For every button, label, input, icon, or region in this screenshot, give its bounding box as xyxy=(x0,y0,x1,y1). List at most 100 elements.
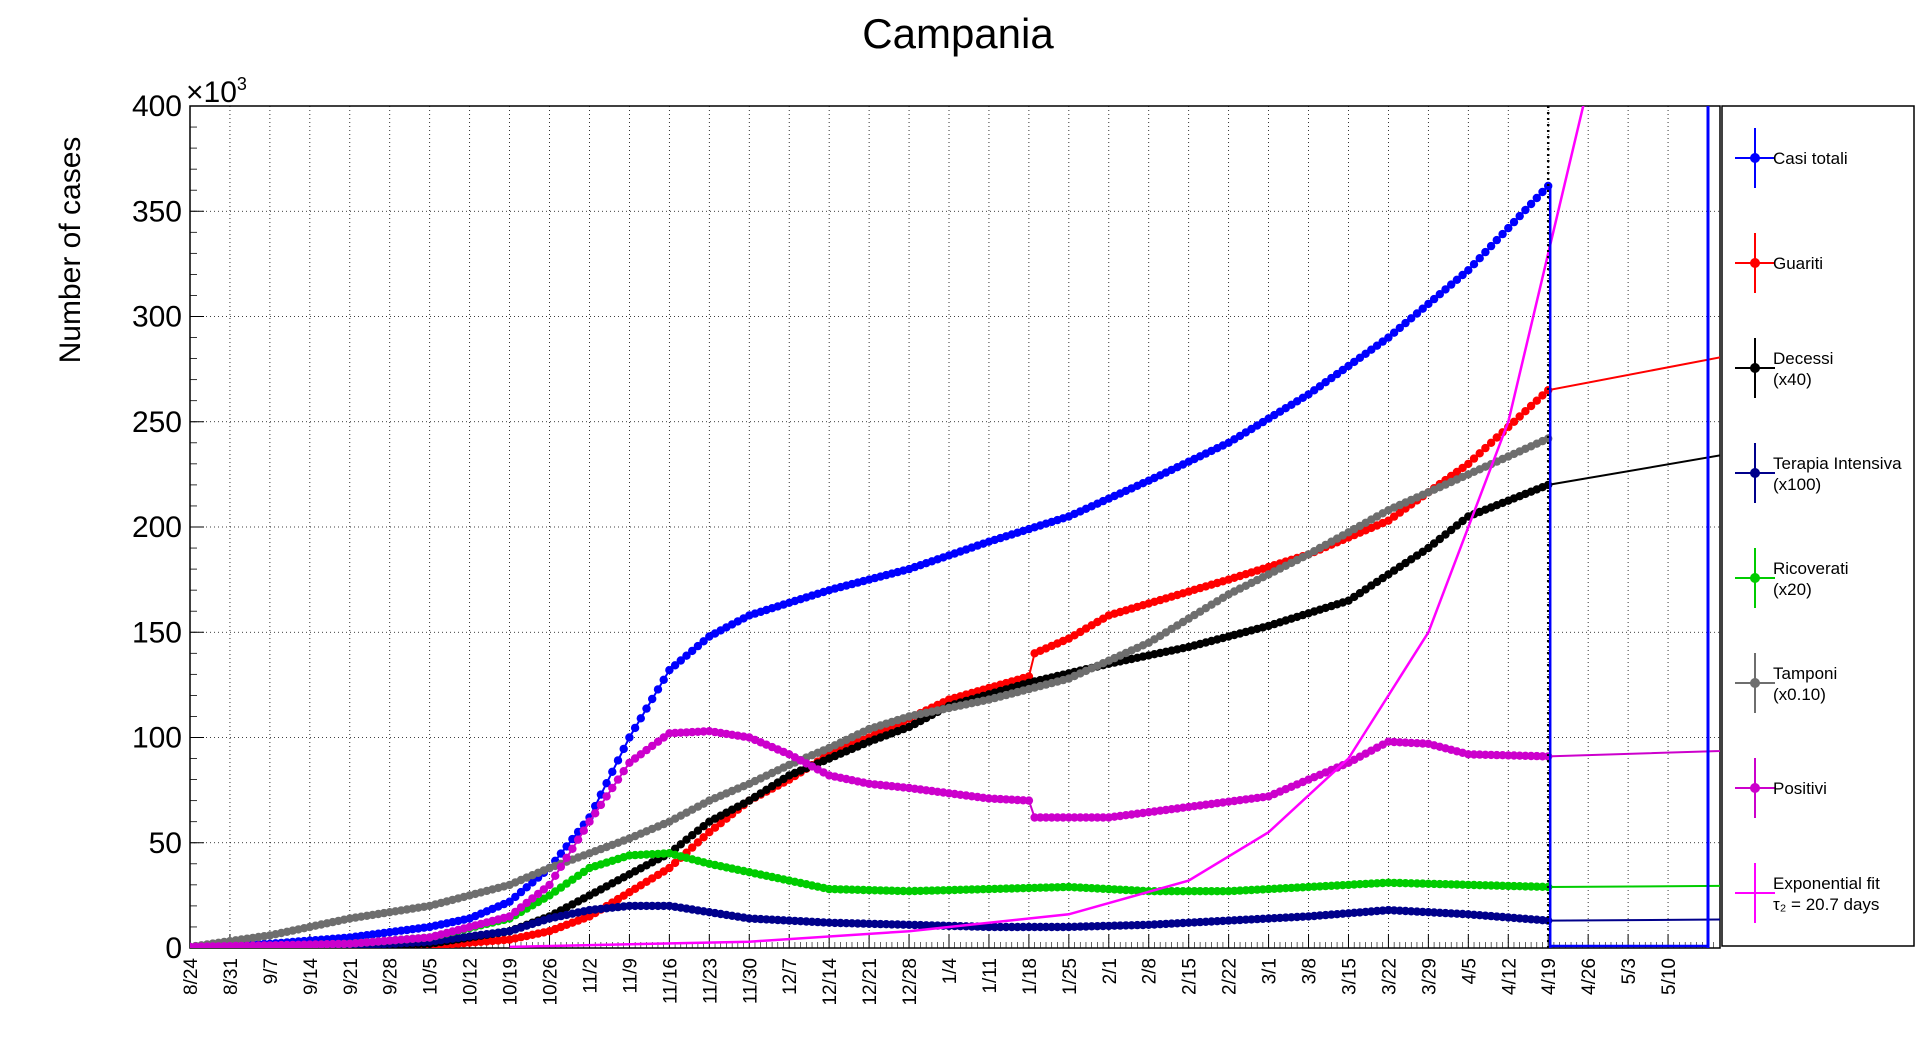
x-tick-label: 4/26 xyxy=(1579,958,1600,995)
data-point xyxy=(648,901,657,911)
data-point xyxy=(1321,378,1330,387)
x-tick-label: 5/10 xyxy=(1659,958,1680,995)
data-point xyxy=(1504,223,1513,233)
y-tick-label: 0 xyxy=(165,932,182,965)
data-point xyxy=(1464,266,1473,275)
legend-marker xyxy=(1750,363,1760,373)
x-tick-label: 2/8 xyxy=(1140,958,1161,984)
data-point xyxy=(613,756,623,765)
series-line xyxy=(509,106,1585,948)
data-point xyxy=(1486,241,1496,251)
data-point xyxy=(676,840,685,849)
y-tick-label: 400 xyxy=(132,90,182,123)
data-point xyxy=(984,922,994,932)
legend-marker xyxy=(1750,573,1760,583)
x-tick-label: 4/19 xyxy=(1539,958,1560,995)
x-tick-label: 11/30 xyxy=(740,958,761,1004)
x-tick-label: 8/24 xyxy=(181,958,202,995)
data-point xyxy=(1435,534,1445,544)
data-point xyxy=(591,809,600,818)
data-point xyxy=(688,646,697,656)
x-tick-label: 11/23 xyxy=(700,958,721,1004)
data-point xyxy=(625,758,634,767)
data-point xyxy=(1486,438,1496,447)
data-point xyxy=(1452,521,1462,530)
data-point xyxy=(568,844,577,853)
data-point xyxy=(551,871,560,880)
y-tick-label: 200 xyxy=(132,511,182,544)
data-point xyxy=(699,637,708,646)
data-point xyxy=(648,694,657,704)
data-point xyxy=(899,920,908,929)
data-point xyxy=(608,783,617,793)
data-point xyxy=(505,912,514,921)
chart-title: Campania xyxy=(862,10,1054,57)
x-tick-label: 9/14 xyxy=(301,958,322,995)
series-6 xyxy=(190,434,1553,948)
data-point xyxy=(1492,750,1502,760)
data-point xyxy=(511,892,520,902)
x-tick-label: 2/15 xyxy=(1180,958,1201,995)
data-point xyxy=(1452,275,1462,284)
y-tick-label: 250 xyxy=(132,406,182,439)
x-tick-label: 12/7 xyxy=(780,958,801,995)
x-tick-label: 2/22 xyxy=(1220,958,1241,995)
data-point xyxy=(1509,217,1519,227)
y-tick-label: 300 xyxy=(132,301,182,334)
data-point xyxy=(1509,417,1519,426)
data-point xyxy=(528,878,537,887)
x-tick-label: 12/14 xyxy=(820,958,841,1006)
data-point xyxy=(545,880,554,890)
data-point xyxy=(688,831,697,840)
legend: Casi totali Guariti Decessi (x40) Terapia In… xyxy=(1735,128,1902,923)
x-tick-label: 9/21 xyxy=(341,958,362,995)
data-point xyxy=(1492,433,1502,442)
legend-marker xyxy=(1750,153,1760,163)
legend-label: Positivi xyxy=(1773,779,1827,798)
data-point xyxy=(1469,260,1479,269)
data-point xyxy=(710,823,720,832)
y-axis: 0 50 100 150 200 250 300 350 400 xyxy=(132,90,204,965)
y-tick-label: 150 xyxy=(132,616,182,649)
x-tick-label: 9/7 xyxy=(261,958,282,984)
data-point xyxy=(602,792,611,801)
data-point xyxy=(1429,539,1439,548)
x-tick-label: 4/12 xyxy=(1499,958,1520,995)
vline-layer xyxy=(1546,106,1710,948)
data-point xyxy=(619,744,628,754)
data-point xyxy=(670,858,680,868)
data-point xyxy=(1441,285,1450,294)
data-point xyxy=(682,835,691,844)
data-point xyxy=(705,828,714,837)
data-point xyxy=(636,714,645,723)
legend-marker xyxy=(1750,468,1760,478)
data-point xyxy=(1464,459,1473,469)
data-point xyxy=(1538,391,1547,400)
data-point xyxy=(522,883,531,892)
data-point xyxy=(613,775,623,784)
y-tick-label: 50 xyxy=(149,827,182,860)
data-point xyxy=(648,741,657,751)
data-point xyxy=(682,651,691,660)
data-point xyxy=(1384,333,1393,342)
data-point xyxy=(665,863,674,873)
data-point xyxy=(659,675,668,684)
data-point xyxy=(1401,318,1410,328)
series-4 xyxy=(190,901,1720,948)
data-point xyxy=(1515,412,1524,421)
data-point xyxy=(1395,323,1405,333)
data-point xyxy=(1521,205,1530,215)
x-tick-label: 3/29 xyxy=(1419,958,1440,995)
data-point xyxy=(608,767,617,776)
data-point xyxy=(505,897,514,906)
legend-label: Guariti xyxy=(1773,254,1823,273)
x-tick-label: 9/28 xyxy=(381,958,402,995)
x-tick-label: 11/16 xyxy=(660,958,681,1004)
x-tick-label: 1/4 xyxy=(940,958,961,985)
y-axis-multiplier: ×103 xyxy=(186,74,247,109)
series-line xyxy=(190,730,1720,948)
data-point xyxy=(1481,247,1490,257)
x-tick-label: 11/9 xyxy=(620,958,641,994)
x-tick-label: 3/22 xyxy=(1379,958,1400,995)
